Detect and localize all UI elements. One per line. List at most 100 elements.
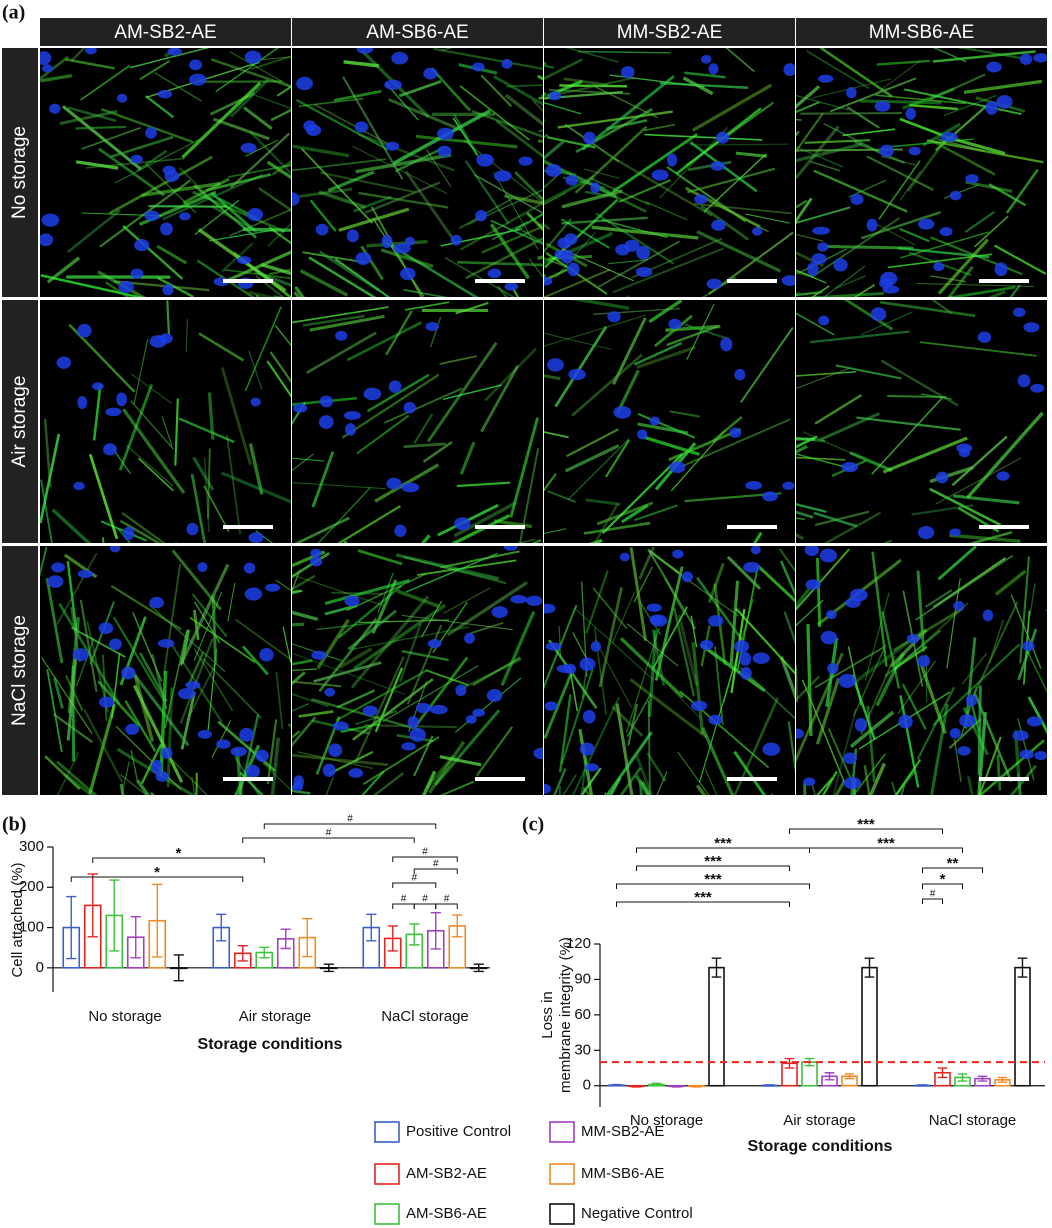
actin-fiber xyxy=(98,147,166,197)
actin-fiber xyxy=(112,616,166,703)
micrograph-bg xyxy=(292,300,543,543)
actin-fiber xyxy=(704,768,718,795)
actin-fiber xyxy=(796,269,827,284)
nucleus xyxy=(259,647,274,662)
nucleus xyxy=(335,330,348,341)
actin-fiber xyxy=(388,97,462,132)
actin-fiber xyxy=(899,170,922,201)
actin-fiber xyxy=(56,552,98,625)
nucleus xyxy=(743,561,761,573)
actin-fiber xyxy=(224,250,291,283)
nucleus xyxy=(564,233,578,245)
nucleus xyxy=(455,684,467,697)
actin-fiber xyxy=(58,603,121,706)
nucleus xyxy=(501,58,513,69)
legend-swatch xyxy=(374,1163,400,1185)
actin-fiber xyxy=(133,338,149,405)
actin-fiber xyxy=(745,213,790,224)
actin-fiber xyxy=(897,660,936,714)
nucleus xyxy=(130,268,144,279)
actin-fiber xyxy=(960,686,978,737)
significance-bracket xyxy=(263,823,437,829)
nucleus xyxy=(157,638,175,648)
actin-fiber xyxy=(866,705,876,783)
actin-fiber xyxy=(814,645,886,689)
actin-fiber xyxy=(899,231,989,259)
nucleus xyxy=(826,609,837,620)
actin-fiber xyxy=(796,101,820,113)
actin-fiber xyxy=(994,569,1027,596)
nucleus xyxy=(344,595,360,607)
actin-fiber xyxy=(207,448,211,519)
actin-fiber xyxy=(656,771,668,795)
actin-fiber xyxy=(292,703,309,712)
actin-fiber xyxy=(578,50,671,54)
y-tick-label: 60 xyxy=(574,1006,591,1023)
nucleus xyxy=(472,708,486,717)
actin-fiber xyxy=(141,181,221,198)
actin-fiber xyxy=(269,351,291,384)
nucleus xyxy=(401,482,420,493)
actin-fiber xyxy=(292,569,301,593)
actin-fiber xyxy=(946,578,961,669)
actin-fiber xyxy=(684,186,761,229)
error-bar xyxy=(957,1073,968,1082)
nucleus xyxy=(590,182,601,194)
actin-fiber xyxy=(652,606,688,668)
actin-fiber xyxy=(336,669,428,722)
nucleus xyxy=(651,169,669,181)
actin-fiber xyxy=(806,50,870,90)
error-bar xyxy=(109,879,120,952)
error-bar xyxy=(130,915,141,959)
actin-fiber xyxy=(361,770,385,795)
actin-fiber xyxy=(334,258,391,297)
actin-fiber xyxy=(964,210,996,234)
actin-fiber xyxy=(684,323,730,341)
actin-fiber xyxy=(916,686,956,760)
nucleus xyxy=(437,145,452,157)
actin-fiber xyxy=(150,792,155,795)
actin-fiber xyxy=(618,179,671,203)
actin-fiber xyxy=(174,398,179,466)
micrograph xyxy=(40,300,291,543)
actin-fiber xyxy=(396,589,440,608)
actin-fiber xyxy=(582,786,591,795)
actin-fiber xyxy=(401,650,449,662)
significance-label: # xyxy=(444,894,450,905)
actin-fiber xyxy=(569,668,579,712)
actin-fiber xyxy=(796,291,823,297)
actin-fiber xyxy=(208,229,276,242)
actin-fiber xyxy=(988,619,1005,664)
nucleus xyxy=(568,368,586,381)
nucleus xyxy=(429,704,448,715)
actin-fiber xyxy=(911,504,974,516)
x-axis-label: Storage conditions xyxy=(198,1036,343,1053)
actin-fiber xyxy=(40,433,61,524)
actin-fiber xyxy=(194,648,234,712)
nucleus xyxy=(400,267,416,281)
actin-fiber xyxy=(453,501,517,538)
actin-fiber xyxy=(739,326,794,403)
actin-fiber xyxy=(357,132,455,172)
actin-fiber xyxy=(669,410,701,418)
nucleus xyxy=(615,243,630,256)
actin-fiber xyxy=(139,60,171,81)
nucleus xyxy=(706,278,723,290)
actin-fiber xyxy=(228,164,291,178)
nucleus xyxy=(504,282,519,291)
actin-fiber xyxy=(88,453,119,540)
actin-fiber xyxy=(648,629,658,717)
actin-fiber xyxy=(868,762,886,795)
actin-fiber xyxy=(205,173,272,192)
y-tick-label: 90 xyxy=(574,970,591,987)
actin-fiber xyxy=(943,94,997,117)
actin-fiber xyxy=(714,646,724,726)
actin-fiber xyxy=(691,642,705,735)
actin-fiber xyxy=(887,395,947,398)
actin-fiber xyxy=(605,439,630,478)
actin-fiber xyxy=(849,451,893,473)
actin-fiber xyxy=(292,659,313,666)
actin-fiber xyxy=(440,550,520,569)
actin-fiber xyxy=(248,290,276,297)
actin-fiber xyxy=(796,510,814,519)
